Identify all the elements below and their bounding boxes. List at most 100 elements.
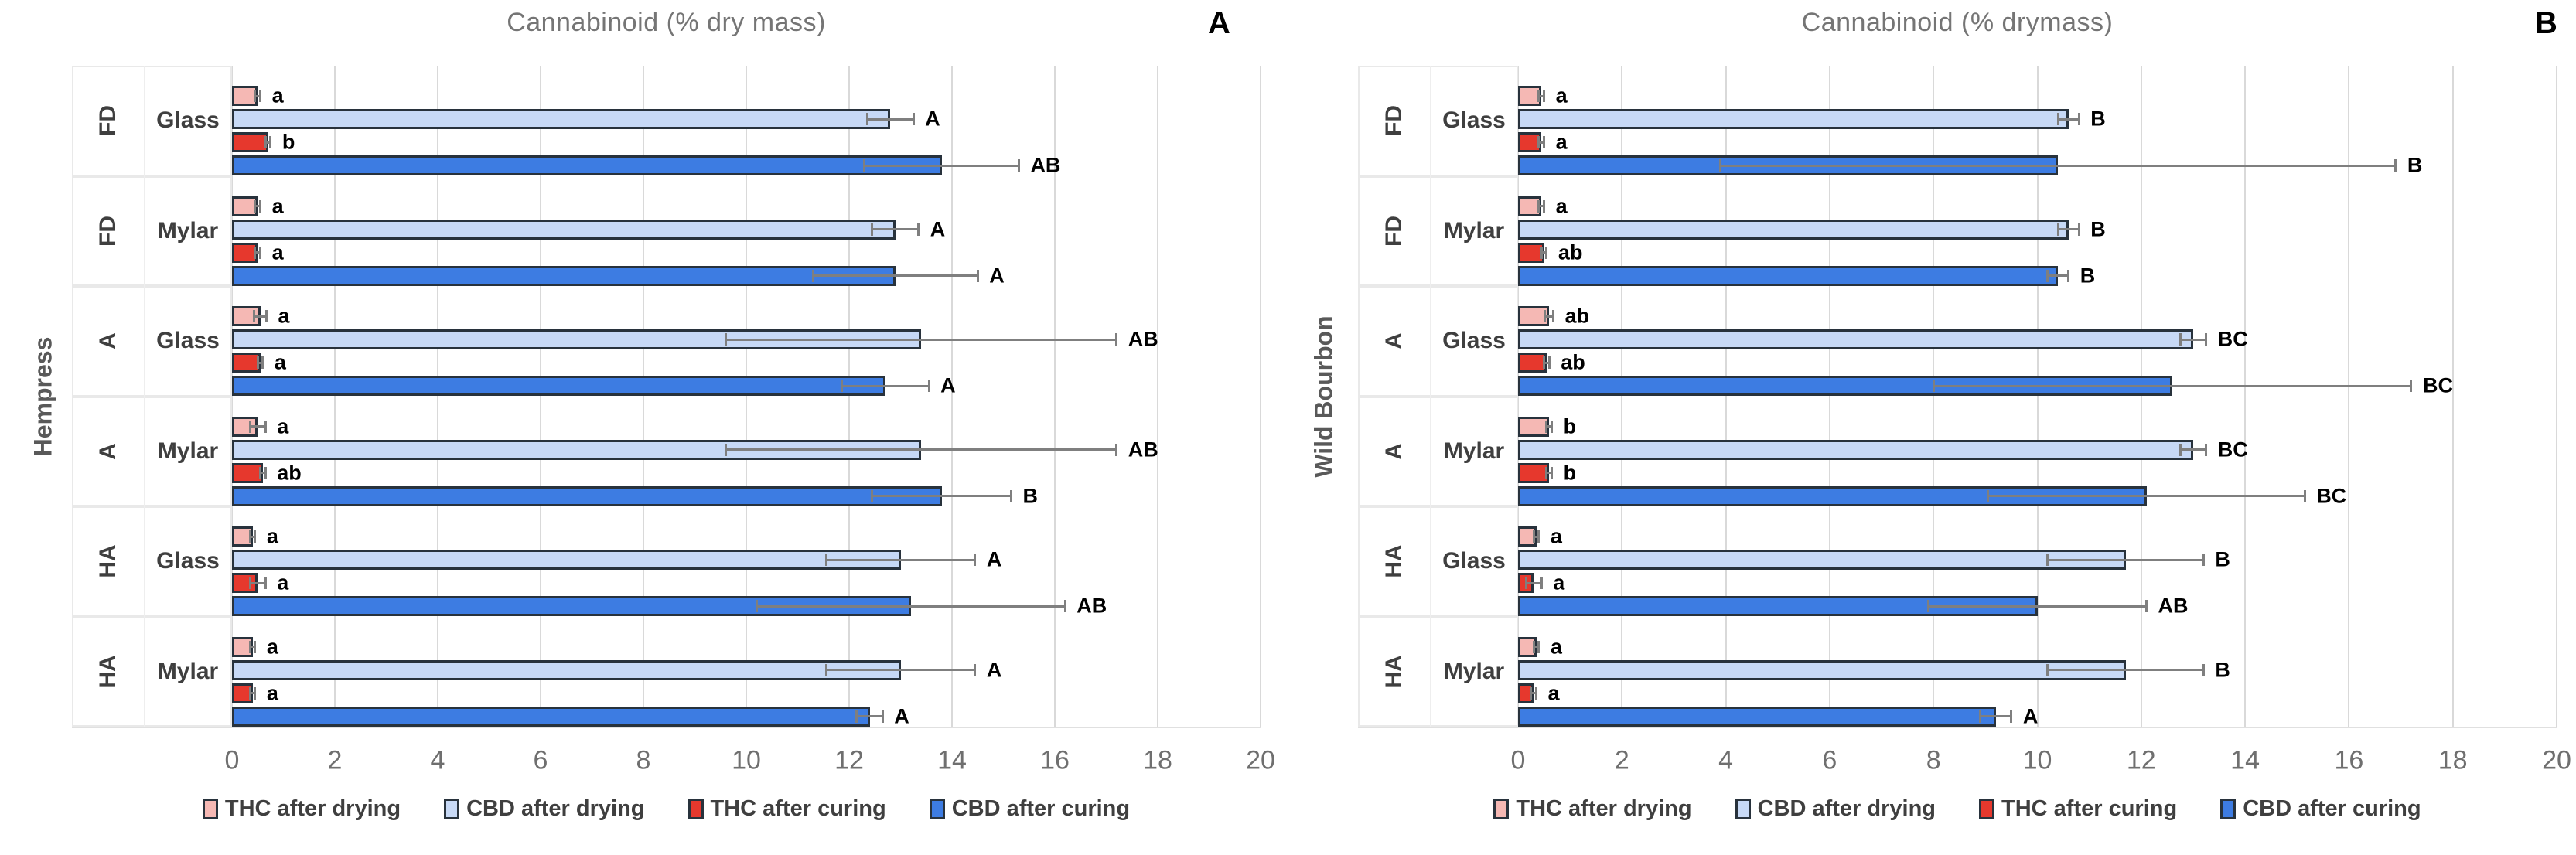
error-bar-cap bbox=[1544, 310, 1547, 322]
container-label: Mylar bbox=[157, 217, 219, 244]
gridline bbox=[1933, 66, 1935, 727]
error-bar bbox=[2047, 558, 2204, 561]
y-axis-variety-label: Wild Bourbon bbox=[1309, 315, 1338, 478]
legend-swatch-icon bbox=[1979, 799, 1994, 819]
error-bar-cap bbox=[1115, 443, 1118, 456]
storage-label: HA bbox=[94, 544, 121, 578]
significance-letter: A bbox=[989, 264, 1005, 287]
error-bar-cap bbox=[1543, 199, 1546, 213]
legend-swatch-icon bbox=[2220, 799, 2237, 819]
x-axis-tick-label: 20 bbox=[2542, 745, 2571, 775]
error-bar-cap bbox=[1009, 489, 1012, 502]
significance-letter: a bbox=[271, 194, 284, 217]
gridline bbox=[2348, 66, 2350, 727]
error-bar bbox=[1720, 164, 2396, 167]
error-bar-cap bbox=[917, 223, 920, 236]
error-bar-cap bbox=[254, 90, 257, 102]
container-label: Glass bbox=[1442, 328, 1506, 354]
group-label-cell bbox=[1358, 506, 1518, 617]
significance-letter: b bbox=[281, 130, 295, 154]
error-bar bbox=[2047, 274, 2069, 277]
bar-cbd-after-drying bbox=[232, 219, 896, 240]
storage-label: HA bbox=[1380, 544, 1407, 578]
legend-label: CBD after curing bbox=[2243, 796, 2421, 821]
error-bar-cap bbox=[1551, 420, 1554, 433]
significance-letter: a bbox=[278, 304, 290, 328]
gridline bbox=[1517, 66, 1519, 727]
gridline bbox=[1621, 66, 1623, 727]
error-bar bbox=[254, 94, 261, 97]
bar-thc-after-drying bbox=[1518, 196, 1542, 216]
bar-cbd-after-curing bbox=[232, 706, 870, 727]
container-label: Mylar bbox=[157, 658, 219, 684]
gridline bbox=[746, 66, 747, 727]
error-bar-cap bbox=[1540, 577, 1543, 589]
container-label: Glass bbox=[156, 328, 220, 354]
legend-swatch-icon bbox=[202, 799, 218, 819]
bar-thc-after-drying bbox=[232, 86, 258, 106]
legend: THC after drying CBD after drying THC afte… bbox=[1358, 796, 2557, 822]
bar-thc-after-curing bbox=[232, 132, 268, 152]
significance-letter: a bbox=[1547, 681, 1560, 704]
significance-letter: a bbox=[1550, 635, 1562, 658]
error-bar-cap bbox=[865, 113, 868, 125]
error-bar-cap bbox=[811, 269, 814, 282]
legend-label: CBD after curing bbox=[951, 796, 1131, 821]
legend-item: CBD after curing bbox=[2220, 796, 2421, 822]
legend: THC after drying CBD after drying THC afte… bbox=[72, 796, 1261, 822]
container-label: Mylar bbox=[1443, 438, 1505, 464]
error-bar bbox=[2180, 448, 2206, 451]
error-bar-cap bbox=[724, 333, 727, 346]
x-axis-tick-label: 0 bbox=[1510, 745, 1526, 775]
bar-thc-after-curing bbox=[1518, 462, 1550, 483]
error-bar-cap bbox=[1543, 356, 1546, 369]
error-bar-cap bbox=[259, 90, 262, 102]
container-label: Mylar bbox=[1443, 217, 1505, 244]
significance-letter: a bbox=[266, 635, 278, 658]
legend-label: THC after curing bbox=[710, 796, 886, 821]
error-bar-cap bbox=[976, 269, 979, 282]
group-label-cell bbox=[1358, 616, 1518, 727]
error-bar-cap bbox=[1545, 246, 1548, 259]
gridline bbox=[540, 66, 541, 727]
gridline bbox=[1054, 66, 1056, 727]
error-bar-cap bbox=[264, 420, 267, 433]
error-bar-cap bbox=[256, 356, 259, 369]
significance-letter: a bbox=[1555, 130, 1568, 154]
error-bar-cap bbox=[254, 686, 257, 700]
bar-cbd-after-curing bbox=[1518, 596, 2038, 616]
error-bar-cap bbox=[1545, 420, 1548, 433]
x-axis-tick-label: 2 bbox=[1614, 745, 1629, 775]
bar-cbd-after-curing bbox=[232, 485, 942, 506]
x-axis-tick-label: 18 bbox=[2438, 745, 2468, 775]
significance-letter: ab bbox=[277, 461, 302, 484]
gridline bbox=[231, 66, 233, 727]
container-label: Glass bbox=[156, 107, 220, 134]
error-bar-cap bbox=[2202, 663, 2205, 676]
significance-letter: AB bbox=[1076, 594, 1107, 618]
error-bar bbox=[1541, 251, 1547, 254]
error-bar-cap bbox=[1063, 600, 1066, 612]
group-label-divider bbox=[144, 175, 145, 286]
bar-cbd-after-curing bbox=[232, 155, 942, 175]
error-bar bbox=[1544, 361, 1550, 364]
bar-cbd-after-curing bbox=[1518, 706, 1996, 727]
significance-letter: a bbox=[271, 240, 284, 264]
x-axis-tick-label: 14 bbox=[937, 745, 967, 775]
gridline bbox=[2556, 66, 2557, 727]
error-bar-cap bbox=[269, 136, 272, 148]
error-bar-cap bbox=[259, 199, 262, 213]
error-bar bbox=[2180, 338, 2206, 341]
error-bar bbox=[725, 338, 1117, 341]
error-bar-cap bbox=[2046, 663, 2049, 676]
x-axis-tick-label: 4 bbox=[1718, 745, 1734, 775]
group-label-divider bbox=[144, 506, 145, 617]
storage-label: FD bbox=[94, 215, 121, 247]
bar-cbd-after-curing bbox=[232, 376, 885, 396]
error-bar-cap bbox=[261, 356, 264, 369]
error-bar bbox=[856, 715, 883, 717]
bar-cbd-after-drying bbox=[1518, 109, 2069, 129]
group-label-cell bbox=[72, 66, 232, 176]
error-bar-cap bbox=[2179, 443, 2182, 456]
